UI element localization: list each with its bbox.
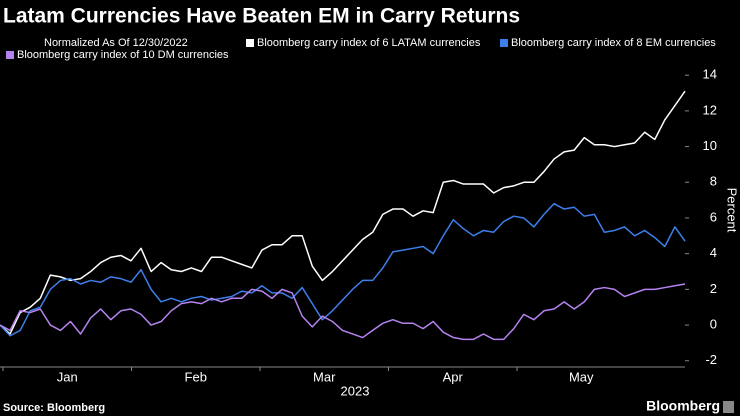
series-line [0, 283, 686, 341]
x-tick-label: Mar [313, 369, 336, 384]
x-tick-label: May [569, 369, 594, 384]
legend-label: Bloomberg carry index of 8 EM currencies [511, 37, 716, 49]
legend-swatch [6, 51, 14, 59]
legend-swatch [246, 39, 254, 47]
legend-label: Bloomberg carry index of 6 LATAM currenc… [257, 37, 481, 49]
x-axis-label: 2023 [341, 383, 370, 398]
y-tick-label: 8 [710, 174, 717, 189]
chart-title: Latam Currencies Have Beaten EM in Carry… [3, 5, 520, 28]
y-tick-label: 4 [710, 245, 717, 260]
x-tick-label: Apr [443, 369, 464, 384]
y-axis-label: Percent [725, 188, 740, 233]
y-tick-label: 0 [710, 316, 717, 331]
y-tick-label: 12 [703, 102, 717, 117]
brand: Bloomberg [646, 398, 720, 414]
legend-swatch [500, 39, 508, 47]
y-tick-label: 14 [703, 67, 717, 82]
legend-label: Bloomberg carry index of 10 DM currencie… [17, 49, 229, 61]
brand-icon [723, 401, 734, 413]
y-tick-label: 6 [710, 209, 717, 224]
y-tick-label: 2 [710, 281, 717, 296]
x-tick-label: Feb [185, 369, 207, 384]
x-tick-label: Jan [57, 369, 78, 384]
y-tick-label: 10 [703, 138, 717, 153]
y-tick-label: -2 [705, 352, 717, 367]
series-line [0, 90, 686, 335]
chart-subtitle: Normalized As Of 12/30/2022 [44, 37, 188, 49]
source: Source: Bloomberg [3, 402, 105, 414]
series-line [0, 202, 686, 337]
